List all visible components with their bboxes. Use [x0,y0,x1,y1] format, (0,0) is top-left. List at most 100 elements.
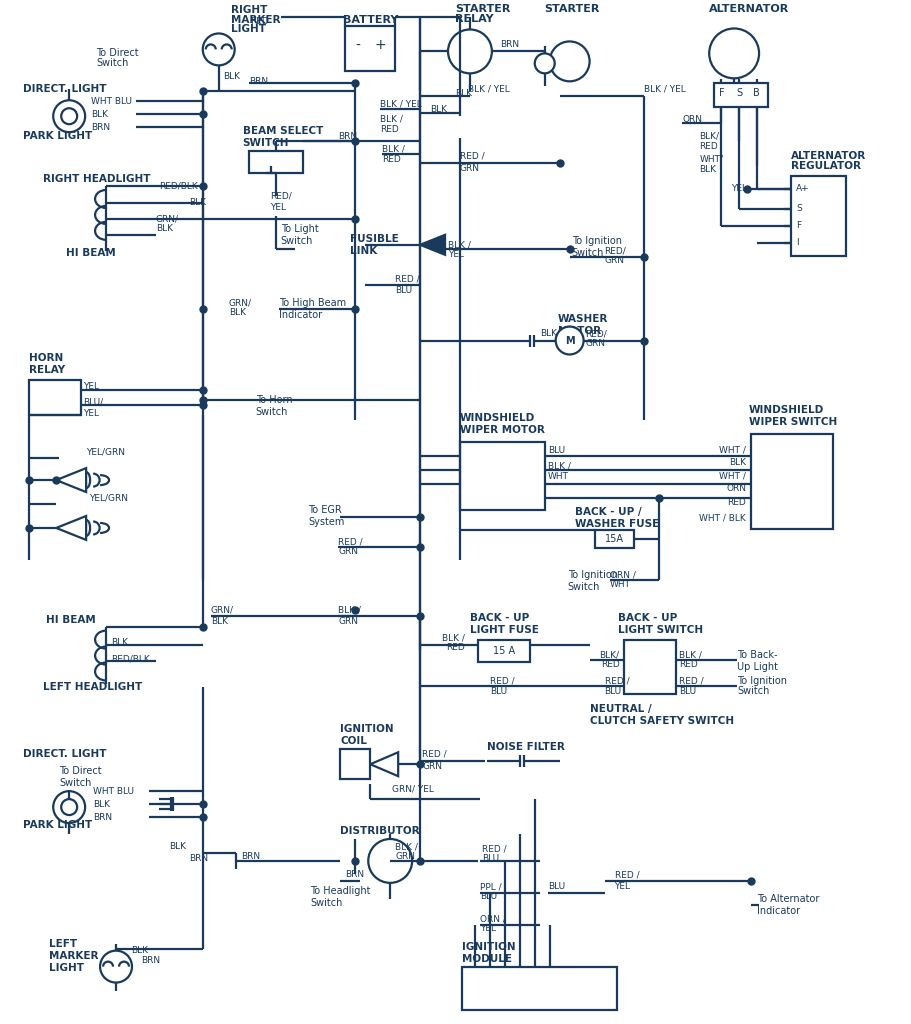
Text: BLU: BLU [480,892,497,901]
Text: RED: RED [680,660,698,669]
Text: Up Light: Up Light [737,662,778,672]
Text: Switch: Switch [737,686,770,696]
Text: WINDSHIELD: WINDSHIELD [460,414,536,423]
Text: RED/: RED/ [605,247,626,255]
Text: To Ignition: To Ignition [737,677,787,686]
Text: DIRECT. LIGHT: DIRECT. LIGHT [24,750,107,759]
Text: GRN: GRN [460,164,480,173]
Text: BLK: BLK [430,104,447,114]
Text: BLK /: BLK / [548,462,570,471]
Circle shape [100,950,132,983]
Text: ORN: ORN [682,115,702,124]
Text: YEL: YEL [448,250,464,259]
Text: BRN: BRN [345,870,364,880]
Text: Indicator: Indicator [757,906,800,915]
Text: GRN/: GRN/ [156,214,179,223]
Text: BLK /: BLK / [338,605,362,614]
Text: WINDSHIELD: WINDSHIELD [749,406,824,416]
Text: MOTOR: MOTOR [558,326,601,336]
Text: BLK /: BLK / [448,241,471,249]
Text: BLK: BLK [229,308,246,317]
Text: BRN: BRN [241,852,260,861]
Circle shape [61,109,77,124]
Text: ALTERNATOR: ALTERNATOR [791,152,866,161]
Bar [249,152,303,173]
Text: RIGHT: RIGHT [230,4,267,14]
Bar [595,530,634,548]
Text: ORN: ORN [726,483,746,493]
Text: GRN: GRN [338,548,358,556]
Text: BLK: BLK [539,329,557,338]
Text: RED: RED [700,141,718,151]
Text: IGNITION: IGNITION [462,942,516,951]
Text: RED /: RED / [605,677,630,686]
Text: WHT: WHT [548,472,568,480]
Text: BLK: BLK [169,843,186,852]
Text: BRN: BRN [189,854,208,863]
Text: WIPER MOTOR: WIPER MOTOR [460,425,545,435]
Text: RED /: RED / [680,677,704,686]
Text: To Alternator: To Alternator [757,894,820,904]
Text: BRN: BRN [93,813,112,821]
Text: HI BEAM: HI BEAM [67,248,116,258]
Text: BLK: BLK [729,458,746,467]
Text: 15 A: 15 A [493,645,515,655]
Text: RED /: RED / [460,152,485,161]
Text: RIGHT HEADLIGHT: RIGHT HEADLIGHT [43,174,150,184]
Text: WHT BLU: WHT BLU [93,786,134,796]
Text: BLK: BLK [156,224,173,233]
Bar [341,750,370,779]
Text: DISTRIBUTOR: DISTRIBUTOR [341,826,420,836]
Text: WASHER FUSE: WASHER FUSE [575,519,659,529]
Text: Switch: Switch [568,582,600,592]
Text: YEL/GRN: YEL/GRN [89,494,128,503]
Text: LINK: LINK [351,246,377,256]
Text: BLK: BLK [700,165,716,173]
Text: BLU: BLU [548,445,565,455]
Circle shape [535,53,555,74]
Text: S: S [736,88,742,98]
Text: BLU: BLU [680,687,696,696]
Text: WHT: WHT [609,581,630,589]
Text: BLK / YEL: BLK / YEL [468,85,510,94]
Bar [29,380,81,416]
Text: BLK /: BLK / [380,115,403,124]
Text: MODULE: MODULE [462,953,512,964]
Bar [462,967,617,1011]
Text: LEFT HEADLIGHT: LEFT HEADLIGHT [43,682,142,692]
Text: LEFT: LEFT [49,939,77,948]
Text: ALTERNATOR: ALTERNATOR [710,3,790,13]
Text: RED /: RED / [482,845,507,853]
Text: I: I [796,239,799,248]
Text: RELAY: RELAY [29,366,66,376]
Text: BRN: BRN [500,40,519,49]
Text: F: F [796,221,801,230]
Text: YEL/GRN: YEL/GRN [87,447,125,457]
Text: BRN: BRN [91,123,110,132]
Text: MARKER: MARKER [49,950,98,961]
Text: BLK/: BLK/ [700,132,720,140]
Text: ORN /: ORN / [609,570,635,580]
Text: S: S [796,205,802,213]
Text: -: - [356,39,361,52]
Text: RED/: RED/ [586,329,608,338]
Text: BRN: BRN [141,956,160,966]
Text: BLU/: BLU/ [83,398,103,407]
Text: IGNITION: IGNITION [341,724,394,734]
Text: RED /: RED / [338,538,363,547]
Text: BLK /: BLK / [395,843,418,852]
Bar [460,442,545,510]
Text: RED /: RED / [395,274,420,284]
Text: Switch: Switch [256,408,288,418]
Text: LIGHT FUSE: LIGHT FUSE [470,625,538,635]
Text: Switch: Switch [281,236,312,246]
Text: Switch: Switch [59,778,92,788]
Text: To Headlight: To Headlight [311,886,371,896]
Text: RED: RED [250,17,269,26]
Text: GRN: GRN [422,762,442,771]
Bar [478,640,530,662]
Circle shape [61,799,77,815]
Text: GRN: GRN [395,852,415,861]
Text: BLK / YEL: BLK / YEL [644,85,686,94]
Text: F: F [719,88,725,98]
